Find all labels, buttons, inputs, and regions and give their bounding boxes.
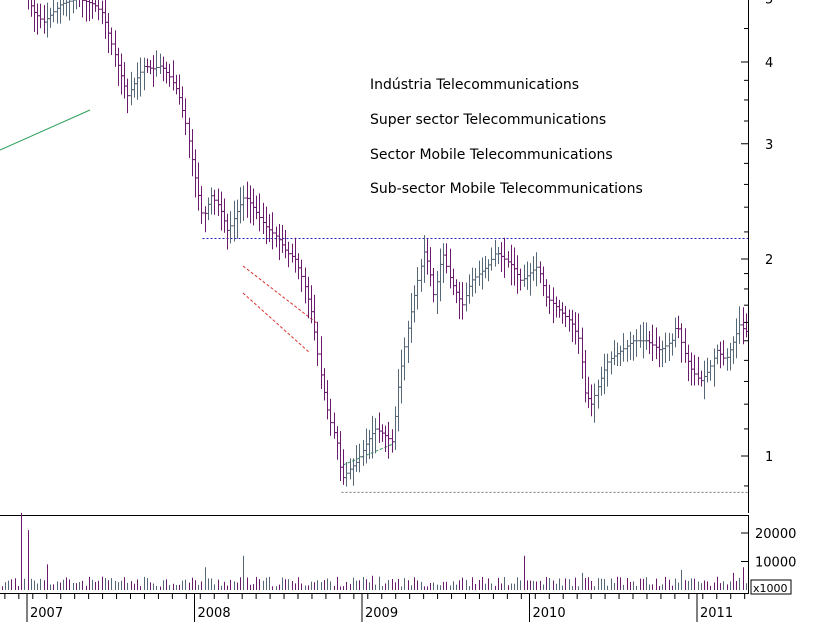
support-trend-line [0, 109, 91, 151]
annotation-super-sector: Super sector Telecommunications [370, 112, 606, 128]
volume-bars [2, 513, 747, 590]
annotation-block: Indústria Telecommunications Super secto… [370, 77, 643, 197]
channel-lower-line [242, 292, 311, 354]
price-bars [28, 0, 749, 487]
base-trend-line [342, 443, 394, 466]
volume-tick-label: 20000 [755, 527, 796, 542]
year-label: 2007 [30, 606, 63, 621]
annotation-sub-sector: Sub-sector Mobile Telecommunications [370, 181, 643, 197]
price-tick-label: 5 [765, 0, 773, 8]
trend-lines [0, 109, 394, 466]
volume-axis: 10000 20000 [741, 527, 796, 571]
price-axis: 123456789 [741, 0, 773, 487]
year-label: 2010 [533, 606, 566, 621]
price-tick-label: 1 [765, 450, 773, 465]
reference-lines [202, 237, 748, 493]
year-label: 2011 [700, 606, 733, 621]
volume-unit-label: x1000 [753, 582, 788, 595]
price-tick-label: 2 [765, 253, 773, 268]
price-tick-label: 4 [765, 56, 773, 71]
annotation-sector: Sector Mobile Telecommunications [370, 147, 613, 163]
annotation-industry: Indústria Telecommunications [370, 77, 579, 93]
year-label: 2009 [365, 606, 398, 621]
price-tick-label: 3 [765, 138, 773, 153]
volume-unit-box: x1000 [750, 579, 792, 595]
volume-tick-label: 10000 [755, 556, 796, 571]
channel-upper-line [242, 265, 319, 325]
year-label: 2008 [198, 606, 231, 621]
time-axis: 2007 2008 2009 2010 2011 [4, 594, 746, 622]
